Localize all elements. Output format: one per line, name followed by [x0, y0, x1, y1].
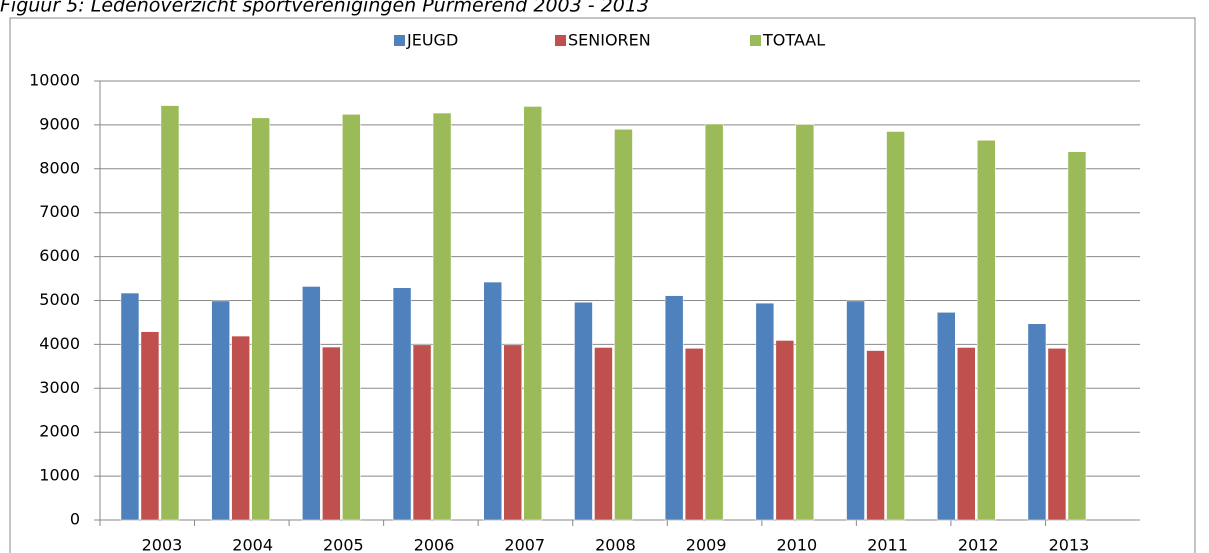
bar — [977, 140, 996, 521]
bar — [957, 347, 976, 521]
x-tick-label: 2007 — [504, 536, 545, 553]
legend-swatch — [394, 35, 405, 46]
y-tick-label: 1000 — [39, 466, 80, 485]
bar — [1047, 348, 1067, 521]
y-tick-label: 3000 — [39, 378, 80, 397]
bar — [755, 302, 775, 521]
bar — [503, 344, 522, 521]
bar — [684, 348, 704, 521]
x-tick-label: 2011 — [867, 536, 908, 553]
x-tick-label: 2005 — [323, 536, 364, 553]
bar — [1067, 151, 1087, 521]
x-tick-label: 2009 — [686, 536, 727, 553]
bar — [574, 302, 593, 521]
bar — [594, 347, 613, 521]
legend-swatch — [555, 35, 566, 46]
y-tick-label: 9000 — [39, 114, 80, 133]
x-tick-label: 2004 — [232, 536, 273, 553]
bar — [614, 129, 633, 521]
bar — [483, 281, 502, 521]
bar — [160, 105, 180, 521]
chart-title: Figuur 5: Ledenoverzicht sportvereniging… — [0, 0, 649, 17]
bar — [866, 350, 885, 521]
y-tick-label: 6000 — [39, 246, 80, 265]
legend-label: TOTAAL — [762, 31, 825, 50]
bar — [795, 124, 815, 521]
x-tick-label: 2008 — [595, 536, 636, 553]
bar — [211, 300, 230, 521]
y-tick-label: 10000 — [29, 71, 80, 90]
bar — [302, 286, 321, 521]
bar — [937, 312, 956, 521]
x-tick-label: 2003 — [142, 536, 183, 553]
legend-swatch — [750, 35, 761, 46]
x-tick-label: 2013 — [1049, 536, 1090, 553]
y-tick-label: 4000 — [39, 334, 80, 353]
x-tick-label: 2012 — [958, 536, 999, 553]
bar — [412, 344, 432, 521]
legend-label: JEUGD — [406, 31, 458, 50]
bar — [432, 112, 452, 521]
bar — [342, 114, 361, 521]
bar — [392, 287, 412, 521]
bar — [886, 131, 905, 521]
bar — [140, 331, 160, 521]
y-tick-label: 0 — [70, 510, 80, 529]
bar — [231, 335, 250, 521]
bar — [322, 346, 341, 521]
y-tick-label: 7000 — [39, 202, 80, 221]
legend-label: SENIOREN — [568, 31, 651, 50]
x-tick-label: 2006 — [414, 536, 455, 553]
bar — [704, 123, 724, 521]
bar — [846, 300, 865, 521]
x-tick-label: 2010 — [776, 536, 817, 553]
y-tick-label: 8000 — [39, 158, 80, 177]
bar — [251, 117, 270, 521]
bar — [120, 292, 140, 521]
bar — [664, 295, 684, 521]
bar — [523, 106, 542, 521]
bar — [775, 340, 795, 521]
bar — [1027, 323, 1047, 521]
y-tick-label: 2000 — [39, 422, 80, 441]
y-tick-label: 5000 — [39, 290, 80, 309]
